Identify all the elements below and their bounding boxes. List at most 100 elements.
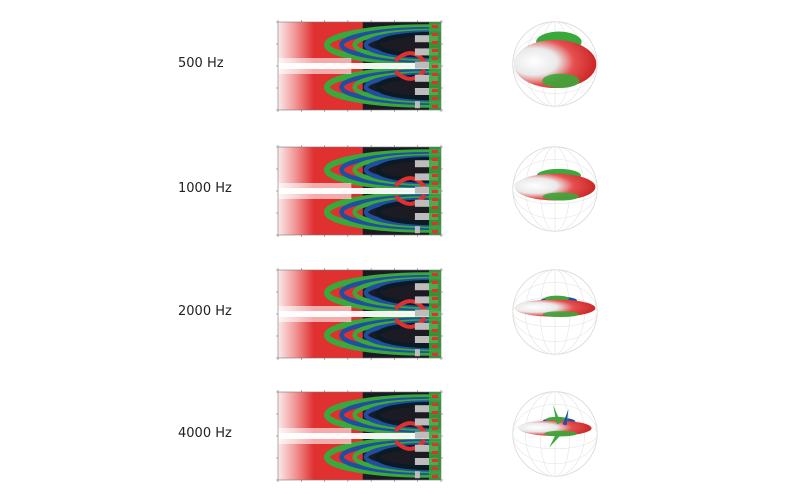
heatmap-field xyxy=(278,147,441,235)
heatmap-noise xyxy=(414,418,420,426)
heatmap-finger xyxy=(393,193,427,206)
heatmap-edge-tick xyxy=(432,97,438,100)
heatmap-noise xyxy=(424,88,430,95)
heatmap-noise xyxy=(424,61,430,69)
heatmap-noise xyxy=(424,309,430,317)
heatmap-edge-tick xyxy=(432,25,438,28)
frequency-label: 4000 Hz xyxy=(178,426,232,441)
frequency-label: 500 Hz xyxy=(178,56,224,71)
balloon-bottom xyxy=(542,192,579,201)
heatmap-noise xyxy=(419,213,425,220)
heatmap-noise xyxy=(414,101,420,109)
heatmap-noise xyxy=(419,431,425,439)
heatmap-noise xyxy=(419,405,425,413)
heatmap-noise xyxy=(419,296,425,304)
heatmap-noise xyxy=(419,418,425,426)
heatmap-edge-tick xyxy=(432,81,438,84)
heatmap-noise xyxy=(419,444,425,452)
heatmap-noise xyxy=(414,405,420,413)
heatmap-noise xyxy=(414,336,420,343)
heatmap-noise xyxy=(419,173,425,181)
heatmap-noise xyxy=(414,226,420,234)
heatmap-noise xyxy=(424,431,430,439)
heatmap-noise xyxy=(424,186,430,194)
heatmap-noise xyxy=(414,74,420,82)
heatmap-edge-tick xyxy=(432,230,438,233)
balloon-plot xyxy=(512,21,598,107)
heatmap-edge-tick xyxy=(432,65,438,68)
heatmap-finger xyxy=(393,316,427,329)
heatmap-edge-tick xyxy=(432,411,438,414)
balloon-spike xyxy=(549,432,563,448)
heatmap-noise xyxy=(424,336,430,343)
heatmap-edge-tick xyxy=(432,57,438,60)
heatmap-noise xyxy=(419,283,425,291)
balloon-spike xyxy=(562,409,569,426)
heatmap-noise xyxy=(424,322,430,330)
frequency-row: 2000 Hz xyxy=(0,266,800,376)
heatmap-edge-tick xyxy=(432,353,438,356)
heatmap-edge-tick xyxy=(432,222,438,225)
heatmap-finger xyxy=(393,299,427,312)
heatmap-noise xyxy=(414,186,420,194)
heatmap-noise xyxy=(419,458,425,465)
heatmap-noise xyxy=(419,48,425,56)
heatmap-noise xyxy=(424,48,430,56)
heatmap-centre-glow xyxy=(278,183,352,199)
heatmap-noise xyxy=(419,199,425,207)
heatmap-edge-tick xyxy=(432,321,438,324)
heatmap-edge-tick xyxy=(432,73,438,76)
balloon-body xyxy=(514,173,596,201)
heatmap-edge-tick xyxy=(432,443,438,446)
heatmap-edge-tick xyxy=(432,337,438,340)
frequency-label: 1000 Hz xyxy=(178,181,232,196)
heatmap-edge-tick xyxy=(432,313,438,316)
heatmap-noise xyxy=(419,88,425,95)
heatmap-edge-tick xyxy=(432,419,438,422)
heatmap-noise xyxy=(419,336,425,343)
heatmap-noise xyxy=(414,48,420,56)
heatmap-field xyxy=(278,22,441,110)
heatmap-noise xyxy=(424,283,430,291)
heatmap-noise xyxy=(414,444,420,452)
heatmap-centre xyxy=(278,188,441,194)
directivity-heatmap xyxy=(258,266,461,362)
heatmap-edge-tick xyxy=(432,305,438,308)
heatmap-noise xyxy=(414,61,420,69)
heatmap-noise xyxy=(414,309,420,317)
heatmap-noise xyxy=(414,173,420,181)
frequency-row: 500 Hz xyxy=(0,18,800,128)
heatmap-noise xyxy=(424,74,430,82)
heatmap-edge-tick xyxy=(432,166,438,169)
heatmap-edge-tick xyxy=(432,329,438,332)
directivity-heatmap xyxy=(258,18,461,114)
heatmap-field xyxy=(278,392,441,480)
heatmap-noise xyxy=(424,35,430,43)
heatmap-noise xyxy=(419,186,425,194)
heatmap-noise xyxy=(424,405,430,413)
heatmap-edge-tick xyxy=(432,459,438,462)
heatmap-noise xyxy=(419,74,425,82)
balloon-body xyxy=(513,39,597,89)
balloon-plot xyxy=(512,146,598,232)
heatmap-finger xyxy=(393,421,427,434)
heatmap-edge-tick xyxy=(432,467,438,470)
heatmap-edge-tick xyxy=(432,427,438,430)
heatmap-edge-tick xyxy=(432,403,438,406)
heatmap-centre-glow xyxy=(278,58,352,74)
heatmap-noise xyxy=(424,296,430,304)
heatmap-noise xyxy=(414,35,420,43)
heatmap-edge-tick xyxy=(432,190,438,193)
heatmap-edge-tick xyxy=(432,150,438,153)
heatmap-noise xyxy=(414,349,420,357)
heatmap-noise xyxy=(414,431,420,439)
heatmap-field xyxy=(278,270,441,358)
heatmap-noise xyxy=(414,88,420,95)
heatmap-edge-tick xyxy=(432,345,438,348)
heatmap-edge-tick xyxy=(432,395,438,398)
heatmap-edge-tick xyxy=(432,475,438,478)
balloon-bottom xyxy=(542,73,580,89)
balloon-plot xyxy=(512,391,598,477)
heatmap-edge-tick xyxy=(432,214,438,217)
heatmap-noise xyxy=(424,173,430,181)
